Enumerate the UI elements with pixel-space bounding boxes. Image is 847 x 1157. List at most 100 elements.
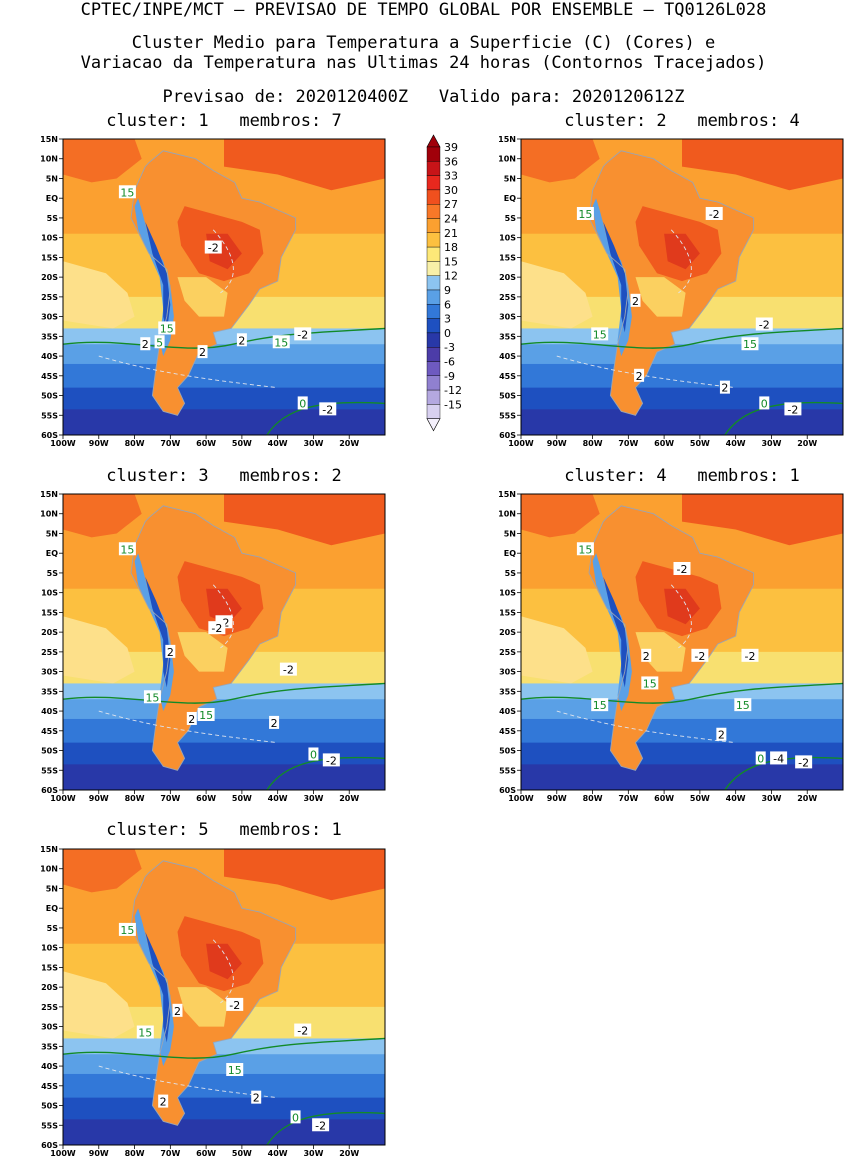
- warm-ocean-area: [521, 139, 600, 183]
- lon-label: 20W: [339, 794, 359, 803]
- contour-label: -4: [773, 752, 784, 765]
- lat-label: 60S: [499, 786, 516, 795]
- lon-label: 90W: [547, 794, 567, 803]
- isotherm-15: [63, 1037, 385, 1059]
- lat-label: 55S: [41, 1121, 58, 1130]
- lon-label: 40W: [726, 794, 746, 803]
- contour-label-box: [641, 676, 659, 690]
- colorbar-label: -9: [444, 370, 455, 383]
- contour-label-box: [143, 690, 161, 704]
- warm-center: [177, 632, 228, 672]
- contour-label-box: [691, 648, 709, 662]
- contour-label-box: [204, 240, 222, 254]
- lat-label: 5S: [47, 214, 59, 223]
- contour-label-box: [630, 293, 641, 307]
- lat-label: 20S: [499, 628, 516, 637]
- contour-label: 15: [120, 543, 134, 556]
- contour-label-box: [197, 708, 215, 722]
- lon-label: 60W: [196, 794, 216, 803]
- contour-label: -2: [744, 650, 755, 663]
- lat-label: 55S: [41, 411, 58, 420]
- contour-label: 2: [718, 729, 725, 742]
- lat-label: 25S: [41, 1003, 58, 1012]
- dashed-contour: [212, 939, 234, 1004]
- lon-label: 20W: [797, 439, 817, 448]
- lat-label: 40S: [41, 352, 58, 361]
- contour-label-box: [755, 317, 773, 331]
- lat-label: 20S: [41, 273, 58, 282]
- contour-label-box: [755, 751, 766, 765]
- contour-label-box: [269, 715, 280, 729]
- lat-label: 30S: [499, 668, 516, 677]
- contour-label: -2: [798, 756, 809, 769]
- map-panel-5: 15 -2 2 -2 15 15 2 2 0 -2 15N 10N 5N EQ 5S 10S 15S 20S 25S…: [40, 845, 386, 1157]
- lon-label: 40W: [726, 439, 746, 448]
- map-panel-3: 15-2-22-21515220-215N10N5NEQ5S10S15S20S2…: [40, 490, 386, 803]
- lat-label: 15N: [40, 135, 58, 144]
- lat-label: 10N: [498, 510, 516, 519]
- lat-label: 35S: [41, 1042, 58, 1051]
- contour-label: 0: [310, 748, 317, 761]
- lon-label: 50W: [690, 794, 710, 803]
- contour-label-box: [308, 747, 319, 761]
- lon-label: 90W: [89, 794, 109, 803]
- isotherm-15: [521, 682, 843, 704]
- lat-label: EQ: [46, 194, 58, 203]
- lat-label: 60S: [41, 786, 58, 795]
- lat-label: 20S: [41, 628, 58, 637]
- lat-label: 15N: [40, 845, 58, 854]
- colorbar-swatch: [426, 389, 441, 405]
- panel-4-title: cluster: 4 membros: 1: [564, 466, 800, 486]
- lat-label: 5S: [505, 569, 517, 578]
- colorbar-label: 6: [444, 298, 451, 311]
- contour-label-box: [136, 1025, 154, 1039]
- lat-label: 10S: [41, 234, 58, 243]
- lat-label: 10N: [40, 865, 58, 874]
- contour-label-box: [226, 1063, 244, 1077]
- warm-ocean-area: [224, 849, 385, 901]
- lon-label: 20W: [339, 1149, 359, 1157]
- colorbar-swatch: [426, 332, 441, 348]
- map-frame: [62, 138, 386, 436]
- contour-label: -2: [326, 754, 337, 767]
- contour-label-box: [673, 561, 691, 575]
- temperature-band: [63, 764, 385, 790]
- temperature-band: [521, 683, 843, 700]
- lat-label: 35S: [41, 332, 58, 341]
- lat-label: 55S: [499, 766, 516, 775]
- contour-label: 15: [736, 699, 750, 712]
- lat-label: 5N: [46, 529, 58, 538]
- lat-label: 15N: [498, 135, 516, 144]
- contour-label-box: [741, 337, 759, 351]
- contour-label-box: [784, 402, 802, 416]
- contour-label: 2: [643, 650, 650, 663]
- map-frame: [62, 848, 386, 1146]
- lon-label: 30W: [303, 794, 323, 803]
- isotherm-15: [63, 327, 385, 349]
- header-line-1: CPTEC/INPE/MCT – PREVISAO DE TEMPO GLOBA…: [80, 0, 767, 20]
- lon-label: 50W: [690, 439, 710, 448]
- warm-center: [177, 277, 228, 317]
- coastline: [130, 150, 297, 416]
- lon-label: 100W: [50, 439, 76, 448]
- contour-label: -2: [322, 403, 333, 416]
- contour-label: -2: [709, 208, 720, 221]
- lat-label: 40S: [499, 707, 516, 716]
- lat-label: 25S: [41, 648, 58, 657]
- contour-label-box: [294, 327, 312, 341]
- isotherm-0: [266, 401, 385, 435]
- cool-ocean-area: [63, 971, 135, 1039]
- lon-label: 90W: [89, 1149, 109, 1157]
- contour-label-box: [705, 206, 723, 220]
- colorbar-swatch: [426, 275, 441, 291]
- contour-label-box: [734, 698, 752, 712]
- contour-label-box: [322, 753, 340, 767]
- contour-label: 2: [160, 1096, 167, 1109]
- contour-label-box: [165, 644, 176, 658]
- contour-label-box: [591, 327, 609, 341]
- colorbar-label: -3: [444, 341, 455, 354]
- temperature-band: [521, 344, 843, 365]
- temperature-band: [63, 1073, 385, 1099]
